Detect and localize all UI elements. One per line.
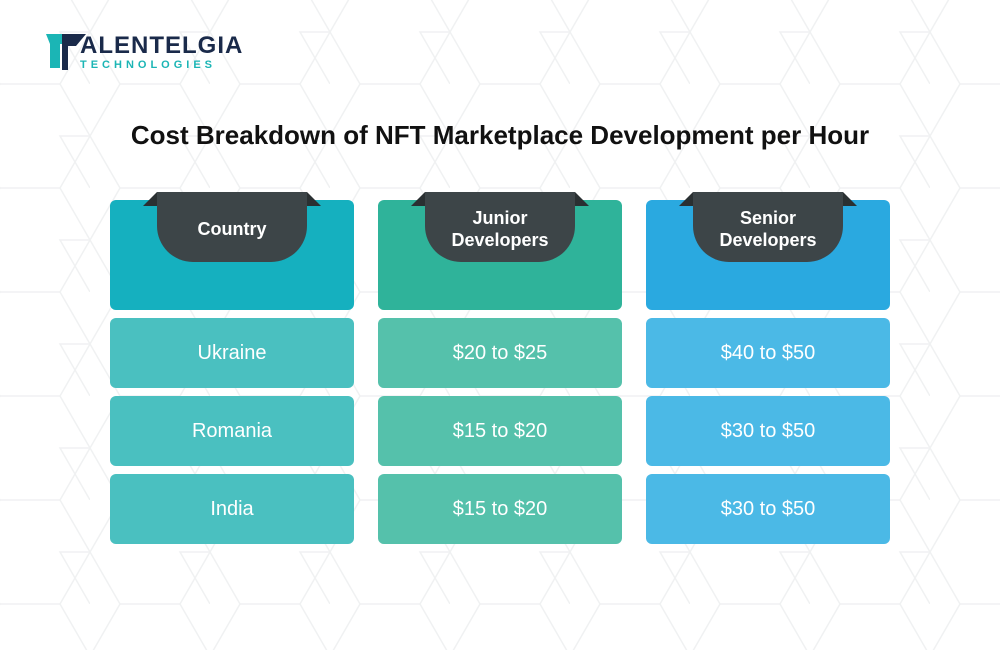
column-header-tab: Junior Developers (425, 192, 575, 262)
table-cell: Ukraine (110, 318, 354, 388)
cost-table: Country Ukraine Romania India Junior Develop… (110, 200, 890, 544)
table-cell: Romania (110, 396, 354, 466)
page-title: Cost Breakdown of NFT Marketplace Develo… (0, 120, 1000, 151)
logo-text-sub: TECHNOLOGIES (80, 60, 243, 71)
column-header-tab: Country (157, 192, 307, 262)
column-header: Senior Developers (646, 200, 890, 310)
table-cell: India (110, 474, 354, 544)
table-cell: $15 to $20 (378, 474, 622, 544)
table-cell: $40 to $50 (646, 318, 890, 388)
table-cell: $30 to $50 (646, 474, 890, 544)
table-column: Senior Developers $40 to $50 $30 to $50 $30… (646, 200, 890, 544)
column-header: Junior Developers (378, 200, 622, 310)
logo-mark-icon (42, 28, 86, 72)
table-cell: $30 to $50 (646, 396, 890, 466)
logo-text-main: ALENTELGIA (80, 34, 243, 58)
table-column: Junior Developers $20 to $25 $15 to $20 $15… (378, 200, 622, 544)
column-header: Country (110, 200, 354, 310)
table-column: Country Ukraine Romania India (110, 200, 354, 544)
table-cell: $15 to $20 (378, 396, 622, 466)
column-header-tab: Senior Developers (693, 192, 843, 262)
company-logo: ALENTELGIA TECHNOLOGIES (42, 28, 243, 72)
table-cell: $20 to $25 (378, 318, 622, 388)
